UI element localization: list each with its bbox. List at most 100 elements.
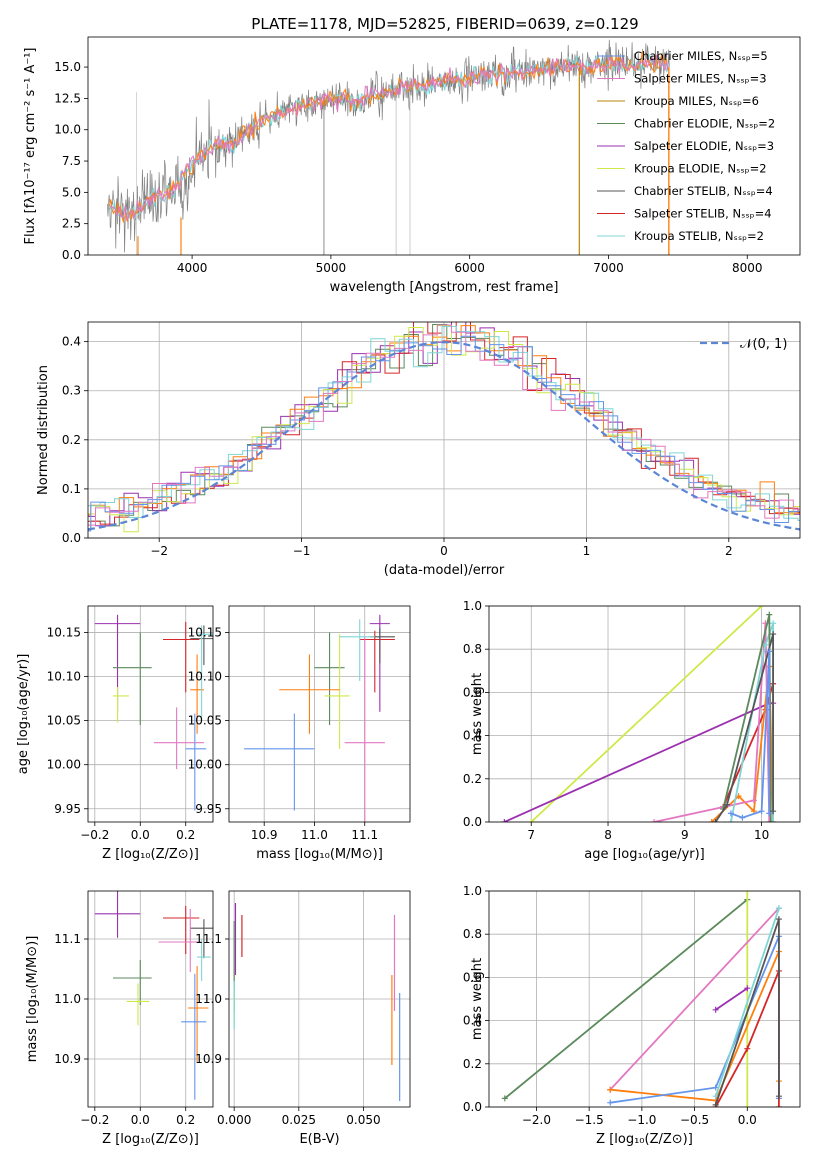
x-axis-label: E(B-V): [299, 1132, 339, 1147]
ssp-marker: [770, 808, 777, 815]
x-tick-label: 1: [583, 544, 591, 558]
residual-histogram: [88, 324, 800, 526]
ssp-marker: [758, 808, 765, 815]
ssp-marker: [712, 1093, 719, 1100]
x-axis-label: Z [log₁₀(Z/Z⊙)]: [596, 1132, 693, 1147]
y-tick-label: 10.0: [54, 123, 81, 137]
residuals-frame: [87, 321, 801, 539]
ssp-marker: [744, 1104, 751, 1107]
mass-vs-ebv-grid: [229, 891, 410, 1107]
x-tick-label: 0.2: [176, 1113, 195, 1127]
y-tick-label: 9.95: [54, 802, 81, 816]
x-tick-label: 11.1: [351, 828, 378, 842]
weight-vs-Z-frame: [488, 890, 801, 1108]
x-tick-label: 4000: [177, 261, 208, 275]
y-tick-label: 10.00: [47, 758, 81, 772]
spectrum-plot-area: [107, 39, 670, 255]
y-axis-label: mass weight: [470, 673, 485, 755]
x-tick-label: −1.5: [575, 1113, 604, 1127]
x-tick-label: 2: [725, 544, 733, 558]
x-tick-label: 0.050: [346, 1113, 380, 1127]
y-tick-label: 0.2: [62, 433, 81, 447]
legend-entry: Chabrier MILES, Nₛₛₚ=5: [634, 49, 768, 63]
x-tick-label: −2.0: [522, 1113, 551, 1127]
x-axis-label: Z [log₁₀(Z/Z⊙)]: [102, 1132, 199, 1147]
y-tick-label: 10.15: [188, 625, 222, 639]
weight-vs-age-frame: [488, 605, 801, 823]
y-tick-label: 1.0: [463, 599, 482, 613]
mass-vs-ebv-plot-area: [233, 903, 401, 1101]
y-tick-label: 12.5: [54, 91, 81, 105]
x-tick-label: 10.9: [251, 828, 278, 842]
mass-weight-line: [609, 907, 780, 1091]
y-tick-label: 0.4: [62, 335, 81, 349]
mass-weight-line: [715, 987, 748, 1011]
ssp-marker: [770, 819, 777, 822]
legend-entry: Salpeter STELIB, Nₛₛₚ=4: [634, 207, 772, 221]
mass-weight-line: [714, 908, 780, 1097]
x-tick-label: 10: [754, 828, 769, 842]
x-tick-label: 0.0: [738, 1113, 757, 1127]
x-axis-label: age [log₁₀(age/yr)]: [584, 847, 705, 862]
ssp-marker: [767, 819, 774, 822]
mass-weight-line: [711, 666, 774, 822]
y-axis-label: Flux [fλ10⁻¹⁷ erg cm⁻² s⁻¹ A⁻¹]: [23, 48, 38, 245]
mass-weight-line: [530, 606, 763, 822]
x-tick-label: 0.0: [131, 828, 150, 842]
x-tick-label: −0.2: [80, 828, 109, 842]
age-vs-mass-panel: 10.9 11.0 11.1 9.95 10.00 10.05 10.10 10.15 mass…: [188, 605, 411, 862]
x-tick-label: 0.0: [131, 1113, 150, 1127]
y-tick-label: 0.4: [463, 1014, 482, 1028]
ssp-marker: [744, 985, 751, 992]
ssp-marker: [766, 648, 773, 655]
ssp-marker: [744, 1045, 751, 1052]
x-axis-label: wavelength [Angstrom, rest frame]: [330, 280, 559, 295]
ssp-marker: [712, 819, 719, 822]
ssp-marker: [770, 620, 777, 627]
age-vs-mass-frame: [228, 605, 411, 823]
x-tick-label: 0: [440, 544, 448, 558]
ssp-marker: [775, 1104, 782, 1107]
legend-entry: Chabrier STELIB, Nₛₛₚ=4: [634, 184, 773, 198]
y-tick-label: 0.4: [463, 729, 482, 743]
spectrum-frame: [87, 36, 801, 256]
ssp-marker: [607, 1086, 614, 1093]
ssp-marker: [750, 797, 757, 804]
age-vs-Z-panel: −0.2 0.0 0.2 9.95 10.00 10.05 10.10 10.15 Z [log…: [16, 605, 214, 862]
legend-entry: Salpeter MILES, Nₛₛₚ=3: [634, 72, 767, 86]
ssp-marker: [501, 1095, 508, 1102]
y-tick-label: 11.0: [195, 992, 222, 1006]
residual-histogram: [88, 335, 800, 532]
figure-title: PLATE=1178, MJD=52825, FIBERID=0639, z=0…: [251, 15, 638, 33]
mass-vs-ebv-panel: 0.000 0.025 0.050 10.9 11.0 11.1 E(B-V): [195, 890, 411, 1147]
y-tick-label: 11.1: [54, 932, 81, 946]
y-tick-label: 0.0: [463, 1100, 482, 1114]
y-tick-label: 0.6: [463, 685, 482, 699]
ssp-marker: [727, 810, 734, 817]
legend-entry: Kroupa ELODIE, Nₛₛₚ=2: [634, 162, 767, 176]
age-vs-Z-plot-area: [94, 614, 213, 811]
x-tick-label: 6000: [454, 261, 485, 275]
x-tick-label: 8000: [732, 261, 763, 275]
y-tick-label: 7.5: [62, 154, 81, 168]
y-axis-label: age [log₁₀(age/yr)]: [16, 654, 31, 775]
y-axis-label: mass weight: [470, 958, 485, 1040]
mass-weight-line: [714, 633, 774, 822]
mass-vs-Z-plot-area: [94, 891, 213, 1100]
y-tick-label: 10.05: [188, 714, 222, 728]
residuals-plot-area: [88, 322, 800, 533]
gaussian-curve: [88, 341, 800, 531]
y-tick-label: 0.3: [62, 384, 81, 398]
model-fit: [109, 53, 669, 222]
y-tick-label: 2.5: [62, 217, 81, 231]
legend-entry: Kroupa MILES, Nₛₛₚ=6: [634, 94, 759, 108]
y-axis-label: mass [log₁₀(M/M⊙)]: [25, 936, 40, 1063]
y-tick-label: 5.0: [62, 185, 81, 199]
ssp-marker: [766, 819, 773, 822]
legend-entry: Chabrier ELODIE, Nₛₛₚ=2: [634, 117, 775, 131]
x-tick-label: 5000: [316, 261, 347, 275]
x-tick-label: 0.2: [176, 828, 195, 842]
age-vs-Z-frame: [87, 605, 214, 823]
y-tick-label: 10.9: [54, 1052, 81, 1066]
